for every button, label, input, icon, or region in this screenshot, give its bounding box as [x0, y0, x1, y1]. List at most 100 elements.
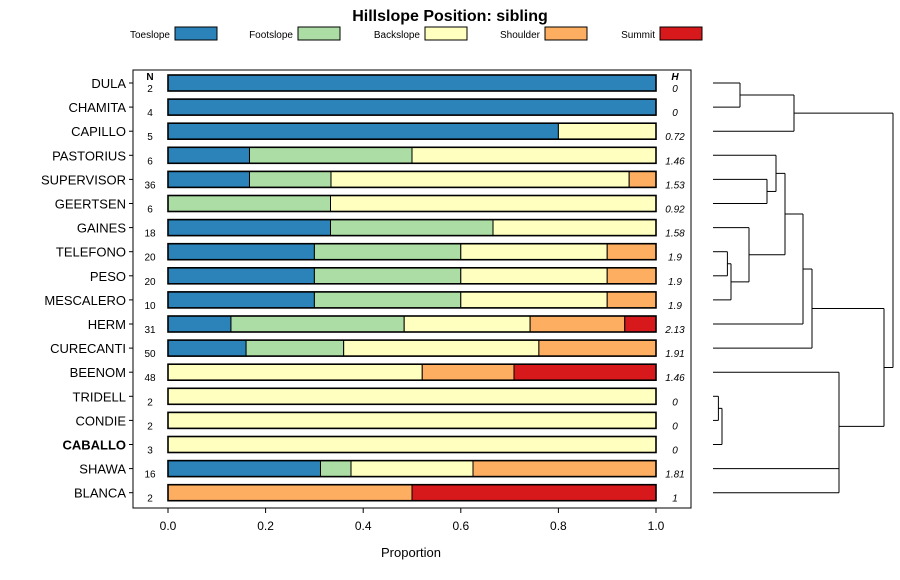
bar-telefono-shoulder: [606, 243, 657, 261]
h-value-telefono: 1.9: [668, 253, 682, 264]
bar-supervisor-footslope: [248, 170, 332, 188]
bar-supervisor-shoulder: [628, 170, 657, 188]
bar-outline-tridell: [167, 387, 657, 406]
n-count-capillo: 5: [147, 132, 153, 143]
bar-outline-caballo: [167, 435, 657, 454]
legend-swatch-footslope: [297, 26, 341, 41]
bar-peso-footslope: [313, 267, 462, 285]
h-header: H: [671, 72, 679, 83]
bar-outline-dula: [167, 74, 657, 92]
x-tick-label: 0.2: [257, 519, 274, 533]
row-label-caballo: CABALLO: [62, 438, 126, 453]
x-tick-label: 0.6: [452, 519, 469, 533]
h-value-dula: 0: [672, 84, 678, 95]
bar-outline-chamita: [167, 98, 657, 116]
n-count-telefono: 20: [144, 253, 156, 264]
bar-peso-toeslope: [167, 267, 315, 285]
h-value-geertsen: 0.92: [665, 205, 685, 216]
h-value-gaines: 1.58: [665, 229, 685, 240]
row-label-mescalero: MESCALERO: [44, 293, 126, 308]
bar-outline-peso: [167, 266, 657, 285]
bar-herm-backslope: [403, 315, 531, 333]
n-count-dula: 2: [147, 84, 153, 95]
bar-curecanti-footslope: [245, 339, 345, 357]
row-label-condie: CONDIE: [75, 413, 126, 428]
bar-outline-capillo: [167, 122, 657, 140]
legend-label-footslope: Footslope: [249, 30, 293, 41]
bar-capillo-toeslope: [167, 122, 559, 140]
bar-outline-supervisor: [167, 170, 657, 189]
bar-gaines-footslope: [330, 219, 494, 237]
h-value-peso: 1.9: [668, 277, 682, 288]
dendrogram: [713, 82, 894, 494]
bar-herm-toeslope: [167, 315, 232, 333]
n-header: N: [146, 72, 153, 83]
row-label-capillo: CAPILLO: [71, 124, 126, 139]
legend-swatch-toeslope: [174, 26, 218, 41]
legend-swatch-summit: [659, 26, 703, 41]
bar-outline-telefono: [167, 242, 657, 261]
bar-blanca-summit: [411, 484, 657, 502]
bar-outline-blanca: [167, 483, 657, 502]
bar-beenom-backslope: [167, 363, 423, 381]
bar-curecanti-shoulder: [538, 339, 657, 357]
bar-outline-herm: [167, 315, 657, 333]
bar-beenom-summit: [513, 363, 657, 381]
bar-mescalero-footslope: [313, 291, 462, 309]
bar-outline-condie: [167, 411, 657, 430]
bar-herm-footslope: [230, 315, 405, 333]
bar-shawa-backslope: [350, 460, 474, 478]
n-count-condie: 2: [147, 421, 153, 432]
bar-outline-beenom: [167, 363, 657, 382]
bar-chamita-toeslope: [167, 98, 657, 116]
bar-condie-backslope: [167, 411, 657, 429]
n-count-gaines: 18: [144, 229, 156, 240]
bar-pastorius-backslope: [411, 146, 657, 164]
n-count-peso: 20: [144, 277, 156, 288]
legend-label-summit: Summit: [621, 30, 655, 41]
h-value-tridell: 0: [672, 397, 678, 408]
bar-shawa-shoulder: [472, 460, 657, 478]
bar-caballo-backslope: [167, 436, 657, 453]
h-value-pastorius: 1.46: [665, 156, 685, 167]
n-count-caballo: 3: [147, 446, 153, 457]
bar-pastorius-footslope: [248, 146, 413, 164]
row-label-telefono: TELEFONO: [56, 245, 126, 260]
h-value-herm: 2.13: [664, 325, 685, 336]
row-label-peso: PESO: [90, 269, 126, 284]
n-count-supervisor: 36: [144, 180, 156, 191]
row-label-supervisor: SUPERVISOR: [41, 172, 126, 187]
bar-gaines-backslope: [492, 219, 657, 237]
row-label-curecanti: CURECANTI: [50, 341, 126, 356]
h-value-shawa: 1.81: [665, 470, 684, 481]
bar-curecanti-backslope: [343, 339, 540, 357]
n-count-beenom: 48: [144, 373, 156, 384]
legend-swatch-shoulder: [544, 26, 588, 41]
n-count-curecanti: 50: [144, 349, 156, 360]
n-count-herm: 31: [144, 325, 156, 336]
bar-curecanti-toeslope: [167, 339, 247, 357]
row-label-gaines: GAINES: [77, 221, 126, 236]
row-label-beenom: BEENOM: [70, 365, 126, 380]
bar-geertsen-footslope: [167, 195, 332, 212]
h-value-capillo: 0.72: [665, 132, 685, 143]
bar-mescalero-shoulder: [606, 291, 657, 309]
bar-telefono-toeslope: [167, 243, 315, 261]
n-count-pastorius: 6: [147, 156, 153, 167]
bar-telefono-footslope: [313, 243, 462, 261]
bar-outline-geertsen: [167, 194, 657, 213]
bar-outline-pastorius: [167, 146, 657, 165]
x-tick-label: 0.8: [550, 519, 567, 533]
bar-outline-shawa: [167, 459, 657, 478]
x-tick-label: 1.0: [648, 519, 665, 533]
bar-beenom-shoulder: [421, 363, 515, 381]
n-count-shawa: 16: [144, 470, 156, 481]
bar-mescalero-backslope: [460, 291, 608, 309]
bar-tridell-backslope: [167, 387, 657, 405]
n-count-mescalero: 10: [144, 301, 156, 312]
row-label-geertsen: GEERTSEN: [55, 197, 126, 212]
n-count-tridell: 2: [147, 397, 153, 408]
legend-swatch-backslope: [424, 26, 468, 41]
